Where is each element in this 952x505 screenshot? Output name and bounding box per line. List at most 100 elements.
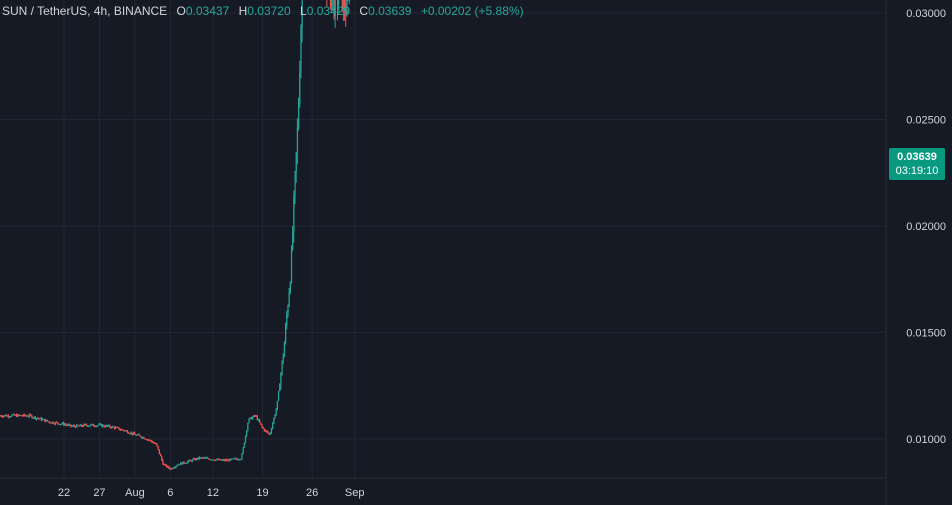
candle-body [5, 415, 7, 417]
candle-body [257, 419, 260, 421]
candle-body [149, 439, 151, 441]
candle-body [276, 400, 278, 410]
candle-body [19, 415, 21, 417]
candle-body [136, 434, 138, 436]
candle-body [105, 425, 107, 427]
candle-body [341, 0, 343, 10]
candle-body [80, 424, 83, 427]
candle-body [176, 465, 178, 467]
y-tick-label: 0.02000 [906, 221, 946, 233]
candle-body [248, 418, 250, 424]
candle-body [0, 415, 1, 417]
candle-body [223, 459, 225, 461]
candle-body [167, 466, 169, 468]
candle-body [235, 458, 237, 460]
candle-body [282, 356, 284, 361]
candle-body [161, 456, 163, 461]
candle-body [51, 421, 53, 424]
candle-body [247, 423, 249, 431]
candle-body [124, 430, 126, 432]
candle-body [37, 418, 39, 420]
candle-body [292, 231, 294, 250]
candle-body [280, 373, 282, 385]
candle-body [63, 422, 65, 426]
candle-body [183, 461, 185, 464]
candle-body [73, 425, 76, 427]
candle-body [115, 427, 117, 429]
candle-body [102, 425, 104, 427]
candle-body [155, 443, 157, 445]
open-key: O [176, 4, 186, 18]
candle-body [66, 424, 68, 426]
candle-body [103, 425, 105, 427]
candle-body [259, 419, 261, 423]
candle-body [135, 434, 137, 436]
candle-body [156, 443, 158, 446]
candle-body [226, 459, 228, 461]
candle-body [119, 429, 122, 431]
candle-body [64, 424, 66, 426]
candle-body [70, 424, 72, 427]
candle-body [128, 432, 130, 434]
candle-body [131, 432, 133, 435]
x-tick-label: 12 [207, 487, 219, 499]
candle-body [60, 423, 63, 425]
candle-body [187, 461, 189, 463]
candle-body [182, 461, 184, 465]
candle-body [171, 468, 173, 470]
candle-body [162, 460, 164, 465]
change-value: +0.00202 (+5.88%) [420, 4, 524, 18]
candle-body [116, 427, 118, 429]
candle-body [266, 430, 268, 432]
candle-body [72, 425, 74, 427]
candle-body [10, 416, 12, 418]
candle-body [123, 430, 125, 432]
candle-body [214, 460, 216, 462]
candle-body [100, 424, 103, 427]
candle-body [287, 306, 289, 316]
candle-body [13, 414, 15, 416]
candle-body [96, 425, 98, 427]
candle-body [75, 426, 77, 428]
x-tick-label: 6 [167, 487, 173, 499]
candle-body [157, 445, 159, 450]
candle-body [204, 457, 207, 459]
candle-body [230, 458, 232, 460]
candle-body [273, 418, 275, 424]
candle-body [270, 428, 273, 433]
y-tick-label: 0.03000 [906, 8, 946, 20]
x-tick-label: 26 [306, 487, 318, 499]
candle-body [331, 0, 333, 8]
candle-body [234, 458, 236, 460]
candle-body [52, 421, 54, 424]
candle-body [90, 424, 92, 426]
candle-body [85, 424, 87, 426]
candle-body [329, 0, 332, 8]
candle-body [45, 419, 47, 422]
candle-body [168, 466, 170, 469]
candle-body [164, 464, 166, 466]
candle-body [246, 430, 248, 436]
candle-body [240, 459, 242, 461]
candle-body [244, 435, 247, 443]
candle-body [170, 468, 172, 470]
candle-body [159, 453, 162, 457]
candle-body [147, 439, 149, 441]
candle-body [209, 459, 211, 461]
candle-body [263, 428, 266, 431]
candle-body [38, 418, 40, 420]
candle-body [261, 424, 263, 428]
candle-body [298, 104, 300, 128]
candle-body [98, 424, 100, 426]
candle-body [25, 415, 27, 417]
candle-body [178, 464, 181, 466]
candle-body [58, 423, 60, 425]
candle-body [53, 423, 55, 425]
candle-body [46, 419, 48, 422]
candle-body [253, 415, 255, 418]
candle-body [122, 429, 124, 431]
candle-body [39, 417, 41, 419]
high-value: 0.03720 [247, 4, 291, 18]
